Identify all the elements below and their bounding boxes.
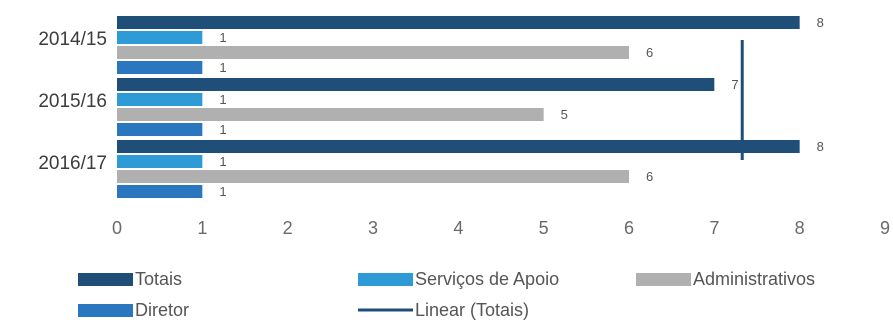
x-tick-label-5: 5 — [539, 218, 549, 238]
bar-servicos-de-apoio-2016-17 — [117, 155, 203, 168]
bar-servicos-de-apoio-2014-15 — [117, 31, 203, 44]
bar-diretor-2016-17 — [117, 185, 203, 198]
x-tick-label-9: 9 — [880, 218, 890, 238]
legend-label-totais: Totais — [135, 269, 182, 289]
data-label-servicos-de-apoio-2015-16: 1 — [219, 92, 226, 107]
data-label-administrativos-2016-17: 6 — [646, 169, 653, 184]
bar-totais-2014-15 — [117, 16, 800, 29]
x-tick-label-4: 4 — [453, 218, 463, 238]
x-tick-label-1: 1 — [197, 218, 207, 238]
x-tick-label-6: 6 — [624, 218, 634, 238]
x-tick-label-7: 7 — [709, 218, 719, 238]
bar-totais-2016-17 — [117, 140, 800, 153]
legend-label-linear-totais: Linear (Totais) — [415, 300, 529, 320]
x-tick-label-0: 0 — [112, 218, 122, 238]
legend-swatch-administrativos — [636, 273, 691, 286]
legend-swatch-diretor — [78, 304, 133, 317]
data-label-servicos-de-apoio-2016-17: 1 — [219, 154, 226, 169]
bar-diretor-2015-16 — [117, 123, 203, 136]
bar-administrativos-2015-16 — [117, 108, 544, 121]
legend-label-diretor: Diretor — [135, 300, 189, 320]
bar-servicos-de-apoio-2015-16 — [117, 93, 203, 106]
legend: Totais Serviços de Apoio Administrativos Di… — [78, 269, 815, 320]
bar-totais-2015-16 — [117, 78, 715, 91]
x-tick-label-2: 2 — [283, 218, 293, 238]
data-labels: 8 1 6 1 7 1 5 1 8 1 6 1 — [219, 15, 824, 199]
category-label-2014-15: 2014/15 — [38, 29, 107, 50]
data-label-diretor-2014-15: 1 — [219, 60, 226, 75]
category-labels: 2014/15 2015/16 2016/17 — [38, 29, 107, 174]
x-axis: 0 1 2 3 4 5 6 7 8 9 — [112, 218, 890, 238]
data-label-diretor-2016-17: 1 — [219, 184, 226, 199]
legend-swatch-totais — [78, 273, 133, 286]
category-label-2015-16: 2015/16 — [38, 91, 107, 112]
data-label-totais-2014-15: 8 — [817, 15, 824, 30]
legend-label-administrativos: Administrativos — [693, 269, 815, 289]
data-label-totais-2015-16: 7 — [731, 77, 738, 92]
legend-label-servicos-de-apoio: Serviços de Apoio — [415, 269, 559, 289]
data-label-totais-2016-17: 8 — [817, 139, 824, 154]
data-label-administrativos-2014-15: 6 — [646, 45, 653, 60]
data-label-administrativos-2015-16: 5 — [561, 107, 568, 122]
data-label-diretor-2015-16: 1 — [219, 122, 226, 137]
x-tick-label-3: 3 — [368, 218, 378, 238]
category-label-2016-17: 2016/17 — [38, 153, 107, 174]
legend-swatch-servicos-de-apoio — [358, 273, 413, 286]
bar-administrativos-2014-15 — [117, 46, 629, 59]
bar-administrativos-2016-17 — [117, 170, 629, 183]
bar-diretor-2014-15 — [117, 61, 203, 74]
data-label-servicos-de-apoio-2014-15: 1 — [219, 30, 226, 45]
x-tick-label-8: 8 — [795, 218, 805, 238]
bars — [117, 16, 800, 198]
